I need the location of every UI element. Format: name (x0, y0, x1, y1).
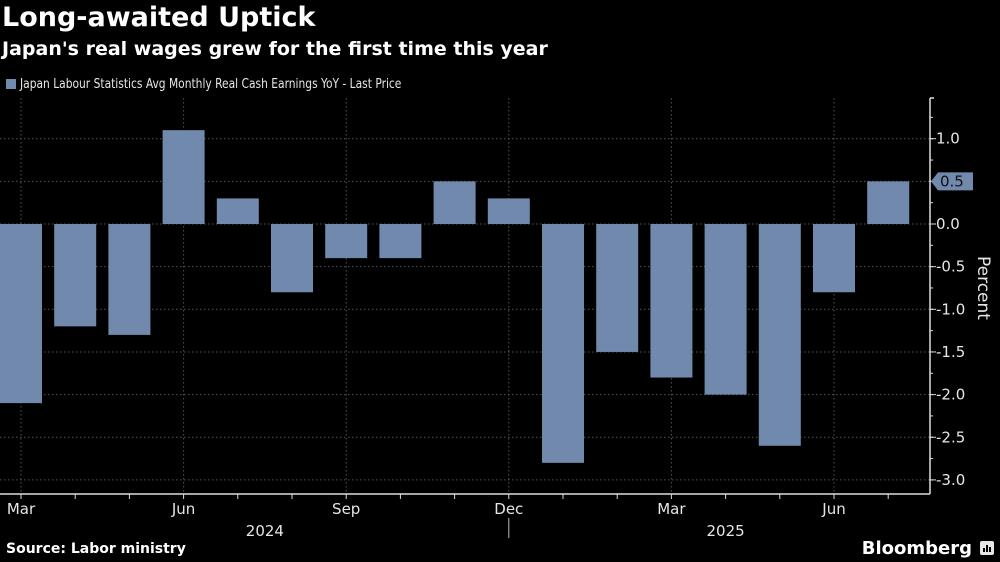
x-year-label: 2024 (246, 522, 284, 540)
x-year-label: 2025 (707, 522, 745, 540)
y-tick-label: -2.0 (936, 386, 965, 404)
y-tick-label: -3.0 (936, 471, 965, 489)
bar (704, 224, 747, 395)
last-price-marker (931, 172, 973, 191)
bar (271, 224, 313, 293)
bar (0, 224, 42, 404)
bar (162, 130, 205, 224)
bar (433, 181, 476, 224)
bar (216, 198, 259, 224)
bar (758, 224, 801, 446)
bar (813, 224, 855, 293)
y-tick-label: 0.0 (936, 215, 960, 233)
chart-subtitle: Japan's real wages grew for the first ti… (2, 38, 548, 60)
chart-title: Long-awaited Uptick (2, 2, 316, 33)
bar (54, 224, 97, 327)
bar (108, 224, 151, 335)
x-tick-label: Mar (657, 500, 686, 518)
x-tick-label: Jun (821, 500, 845, 518)
x-tick-label: Mar (7, 500, 36, 518)
bar (650, 224, 693, 378)
bar (596, 224, 639, 352)
source-note: Source: Labor ministry (6, 541, 186, 557)
bar (325, 224, 368, 259)
legend: Japan Labour Statistics Avg Monthly Real… (6, 76, 453, 92)
y-axis-title: Percent (973, 256, 993, 320)
y-tick-label: 1.0 (936, 130, 960, 148)
bloomberg-chart-icon (980, 541, 994, 555)
bar (542, 224, 584, 463)
legend-label: Japan Labour Statistics Avg Monthly Real… (20, 76, 402, 92)
x-tick-label: Jun (171, 500, 195, 518)
legend-swatch (6, 79, 16, 89)
y-tick-label: -2.5 (936, 428, 965, 446)
last-price-label: 0.5 (940, 172, 964, 190)
x-tick-label: Dec (494, 500, 523, 518)
bar (487, 198, 530, 224)
y-tick-label: -1.0 (936, 300, 965, 318)
bar (867, 181, 910, 224)
x-tick-label: Sep (332, 500, 360, 518)
y-tick-label: -1.5 (936, 343, 965, 361)
y-tick-label: -0.5 (936, 258, 965, 276)
brand-logo: Bloomberg (861, 538, 972, 559)
bar (379, 224, 422, 259)
